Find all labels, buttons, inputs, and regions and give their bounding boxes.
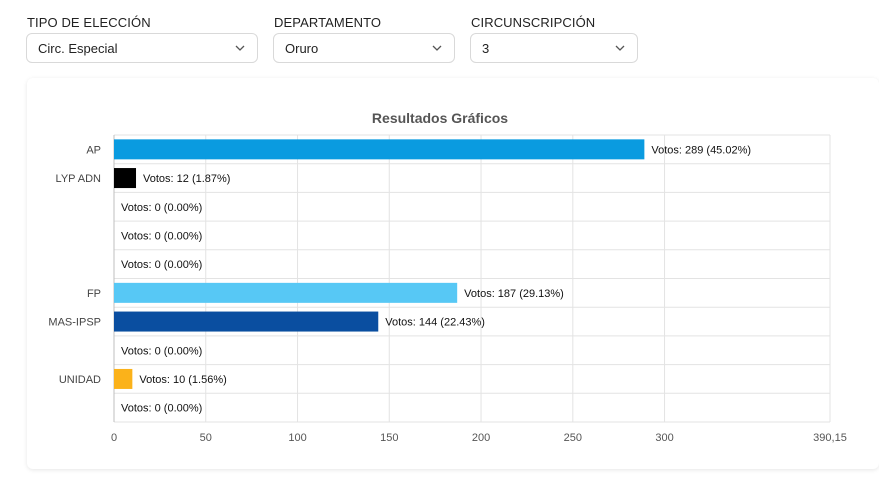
bar	[114, 282, 458, 303]
category-label: UNIDAD	[59, 374, 101, 386]
circumscription-select[interactable]: 3	[470, 33, 638, 63]
department-select[interactable]: Oruro	[273, 33, 455, 63]
bar	[114, 368, 133, 389]
results-bar-chart: Resultados Gráficos 0 50 100 150 200 250 300 39…	[48, 110, 846, 444]
data-label: Votos: 10 (1.56%)	[139, 374, 226, 386]
data-label: Votos: 289 (45.02%)	[651, 144, 751, 156]
data-label: Votos: 144 (22.43%)	[385, 317, 485, 329]
category-label: AP	[86, 144, 101, 156]
grid	[113, 134, 831, 423]
data-label: Votos: 0 (0.00%)	[121, 403, 202, 415]
chevron-down-icon	[235, 45, 245, 51]
labels: 0 50 100 150 200 250 300 390,15 AP Votos: 289 (45…	[48, 144, 846, 444]
filter-circumscription: CIRCUNSCRIPCIÓN	[471, 14, 595, 32]
data-label: Votos: 12 (1.87%)	[143, 173, 230, 185]
category-label: MAS-IPSP	[48, 317, 101, 329]
x-tick-label: 390,15	[813, 432, 847, 444]
data-label: Votos: 0 (0.00%)	[121, 259, 202, 271]
select-value: Circ. Especial	[38, 41, 118, 56]
election-type-select[interactable]: Circ. Especial	[26, 33, 258, 63]
category-label: LYP ADN	[56, 173, 102, 185]
bar	[114, 168, 137, 189]
filter-label: TIPO DE ELECCIÓN	[27, 15, 151, 30]
data-label: Votos: 0 (0.00%)	[121, 345, 202, 357]
data-label: Votos: 0 (0.00%)	[121, 202, 202, 214]
chart-title: Resultados Gráficos	[372, 110, 508, 126]
x-tick-label: 50	[200, 432, 212, 444]
x-tick-label: 150	[380, 432, 398, 444]
x-tick-label: 250	[564, 432, 582, 444]
chevron-down-icon	[615, 45, 625, 51]
select-value: 3	[482, 41, 490, 56]
bars	[114, 139, 645, 389]
data-label: Votos: 187 (29.13%)	[464, 288, 564, 300]
filter-election-type: TIPO DE ELECCIÓN	[27, 14, 151, 32]
bar	[114, 139, 645, 160]
select-value: Oruro	[285, 41, 319, 56]
data-label: Votos: 0 (0.00%)	[121, 230, 202, 242]
chart-card: Resultados Gráficos 0 50 100 150 200 250 300 39…	[27, 78, 879, 469]
chevron-down-icon	[432, 45, 442, 51]
x-tick-label: 300	[655, 432, 673, 444]
bar	[114, 311, 379, 332]
filter-label: DEPARTAMENTO	[274, 15, 382, 30]
filter-label: CIRCUNSCRIPCIÓN	[471, 15, 596, 30]
category-label: FP	[87, 288, 101, 300]
x-tick-label: 100	[288, 432, 306, 444]
x-tick-label: 0	[111, 432, 117, 444]
x-tick-label: 200	[472, 432, 490, 444]
filter-department: DEPARTAMENTO	[274, 14, 381, 32]
